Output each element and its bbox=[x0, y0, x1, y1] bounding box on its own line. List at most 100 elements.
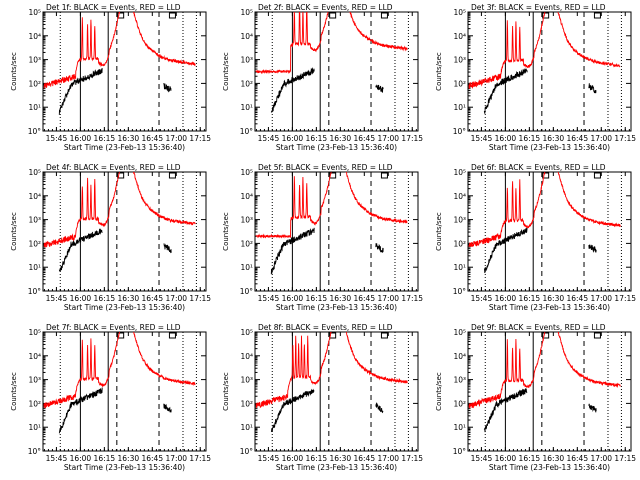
y-tick-label: 10¹ bbox=[28, 423, 41, 432]
x-tick-label: 17:15 bbox=[614, 134, 636, 143]
y-tick-label: 10² bbox=[28, 79, 41, 88]
x-tick-label: 16:15 bbox=[519, 134, 541, 143]
y-tick-label: 10° bbox=[28, 287, 42, 296]
x-axis-label: Start Time (23-Feb-13 15:36:40) bbox=[64, 303, 185, 312]
x-tick-label: 15:45 bbox=[258, 134, 280, 143]
plot-frame bbox=[42, 331, 207, 452]
x-tick-label: 17:15 bbox=[401, 134, 423, 143]
x-tick-label: 17:00 bbox=[377, 294, 399, 303]
x-tick-label: 15:45 bbox=[46, 294, 68, 303]
y-tick-label: 10⁴ bbox=[28, 192, 41, 201]
x-tick-label: 16:30 bbox=[330, 454, 352, 463]
chart-title: Det 1f: BLACK = Events, RED = LLD bbox=[46, 3, 181, 12]
y-tick-label: 10² bbox=[240, 79, 253, 88]
x-tick-label: 17:15 bbox=[401, 454, 423, 463]
x-tick-label: 17:00 bbox=[165, 454, 187, 463]
y-tick-label: 10° bbox=[28, 127, 42, 136]
series-group bbox=[468, 12, 621, 114]
y-tick-label: 10³ bbox=[28, 216, 41, 225]
y-axis-label: Counts/sec bbox=[435, 212, 443, 251]
series-group bbox=[255, 12, 408, 113]
x-tick-label: 16:30 bbox=[118, 294, 140, 303]
y-tick-label: 10³ bbox=[453, 376, 466, 385]
y-tick-label: 10² bbox=[453, 239, 466, 248]
y-axis-label: Counts/sec bbox=[435, 52, 443, 91]
y-tick-label: 10⁴ bbox=[28, 352, 41, 361]
y-tick-label: 10³ bbox=[240, 376, 253, 385]
x-axis-label: Start Time (23-Feb-13 15:36:40) bbox=[64, 143, 185, 152]
flag-marker bbox=[593, 332, 601, 339]
series-group bbox=[43, 12, 196, 115]
y-tick-label: 10³ bbox=[453, 216, 466, 225]
series-events bbox=[270, 388, 384, 433]
series-lld bbox=[468, 172, 621, 248]
y-tick-label: 10° bbox=[28, 447, 42, 456]
x-axis-label: Start Time (23-Feb-13 15:36:40) bbox=[489, 143, 610, 152]
x-tick-label: 16:45 bbox=[141, 454, 163, 463]
series-lld bbox=[43, 332, 196, 409]
x-tick-label: 15:45 bbox=[471, 454, 493, 463]
flag-marker bbox=[117, 172, 125, 179]
chart-panel-2: 15:45 16:00 16:15 16:30 16:45 17:00 17:15 10° 10… bbox=[222, 3, 423, 152]
chart-panel-3: 15:45 16:00 16:15 16:30 16:45 17:00 17:15 10° 10… bbox=[435, 3, 636, 152]
x-tick-label: 16:00 bbox=[282, 454, 304, 463]
y-tick-label: 10¹ bbox=[240, 423, 253, 432]
x-tick-label: 16:15 bbox=[94, 294, 116, 303]
series-lld bbox=[43, 172, 196, 248]
x-tick-label: 17:15 bbox=[189, 454, 211, 463]
flag-marker bbox=[168, 172, 176, 179]
flag-marker bbox=[593, 12, 601, 19]
x-tick-label: 16:45 bbox=[141, 294, 163, 303]
x-tick-label: 17:00 bbox=[377, 134, 399, 143]
y-tick-label: 10⁵ bbox=[240, 328, 253, 337]
chart-panel-7: 15:45 16:00 16:15 16:30 16:45 17:00 17:15 10° 10… bbox=[10, 323, 211, 472]
y-tick-label: 10² bbox=[453, 399, 466, 408]
x-tick-label: 17:00 bbox=[165, 134, 187, 143]
x-tick-label: 16:00 bbox=[495, 454, 517, 463]
y-tick-label: 10¹ bbox=[28, 263, 41, 272]
x-tick-label: 17:00 bbox=[165, 294, 187, 303]
series-events bbox=[483, 388, 597, 433]
y-tick-label: 10° bbox=[453, 447, 467, 456]
x-tick-label: 16:00 bbox=[495, 294, 517, 303]
x-axis-label: Start Time (23-Feb-13 15:36:40) bbox=[64, 463, 185, 472]
y-tick-label: 10° bbox=[240, 447, 254, 456]
y-tick-label: 10¹ bbox=[453, 103, 466, 112]
chart-title: Det 9f: BLACK = Events, RED = LLD bbox=[471, 323, 606, 332]
y-tick-label: 10² bbox=[240, 399, 253, 408]
flag-marker bbox=[117, 332, 125, 339]
plot-frame bbox=[467, 331, 632, 452]
y-tick-label: 10² bbox=[28, 239, 41, 248]
flag-marker bbox=[329, 12, 337, 19]
series-events bbox=[483, 68, 597, 114]
y-axis-label: Counts/sec bbox=[10, 52, 18, 91]
y-tick-label: 10¹ bbox=[453, 423, 466, 432]
x-tick-label: 16:45 bbox=[566, 134, 588, 143]
y-tick-label: 10⁵ bbox=[240, 8, 253, 17]
y-tick-label: 10¹ bbox=[28, 103, 41, 112]
series-group bbox=[255, 332, 408, 433]
y-tick-label: 10° bbox=[240, 287, 254, 296]
y-axis-label: Counts/sec bbox=[10, 212, 18, 251]
x-tick-label: 15:45 bbox=[46, 454, 68, 463]
chart-panel-5: 15:45 16:00 16:15 16:30 16:45 17:00 17:15 10° 10… bbox=[222, 163, 423, 312]
y-tick-label: 10² bbox=[28, 399, 41, 408]
y-tick-label: 10⁵ bbox=[28, 8, 41, 17]
y-axis-label: Counts/sec bbox=[222, 372, 230, 411]
x-tick-label: 16:45 bbox=[566, 454, 588, 463]
y-tick-label: 10¹ bbox=[240, 263, 253, 272]
x-axis-label: Start Time (23-Feb-13 15:36:40) bbox=[276, 303, 397, 312]
y-tick-label: 10⁵ bbox=[28, 328, 41, 337]
x-tick-label: 16:45 bbox=[566, 294, 588, 303]
series-lld bbox=[468, 332, 621, 409]
chart-title: Det 3f: BLACK = Events, RED = LLD bbox=[471, 3, 606, 12]
flag-marker bbox=[329, 332, 337, 339]
chart-title: Det 7f: BLACK = Events, RED = LLD bbox=[46, 323, 181, 332]
y-tick-label: 10³ bbox=[453, 56, 466, 65]
series-events bbox=[58, 68, 172, 115]
plot-frame bbox=[254, 171, 419, 292]
flag-marker bbox=[329, 172, 337, 179]
y-tick-label: 10⁵ bbox=[453, 328, 466, 337]
chart-title: Det 5f: BLACK = Events, RED = LLD bbox=[258, 163, 393, 172]
